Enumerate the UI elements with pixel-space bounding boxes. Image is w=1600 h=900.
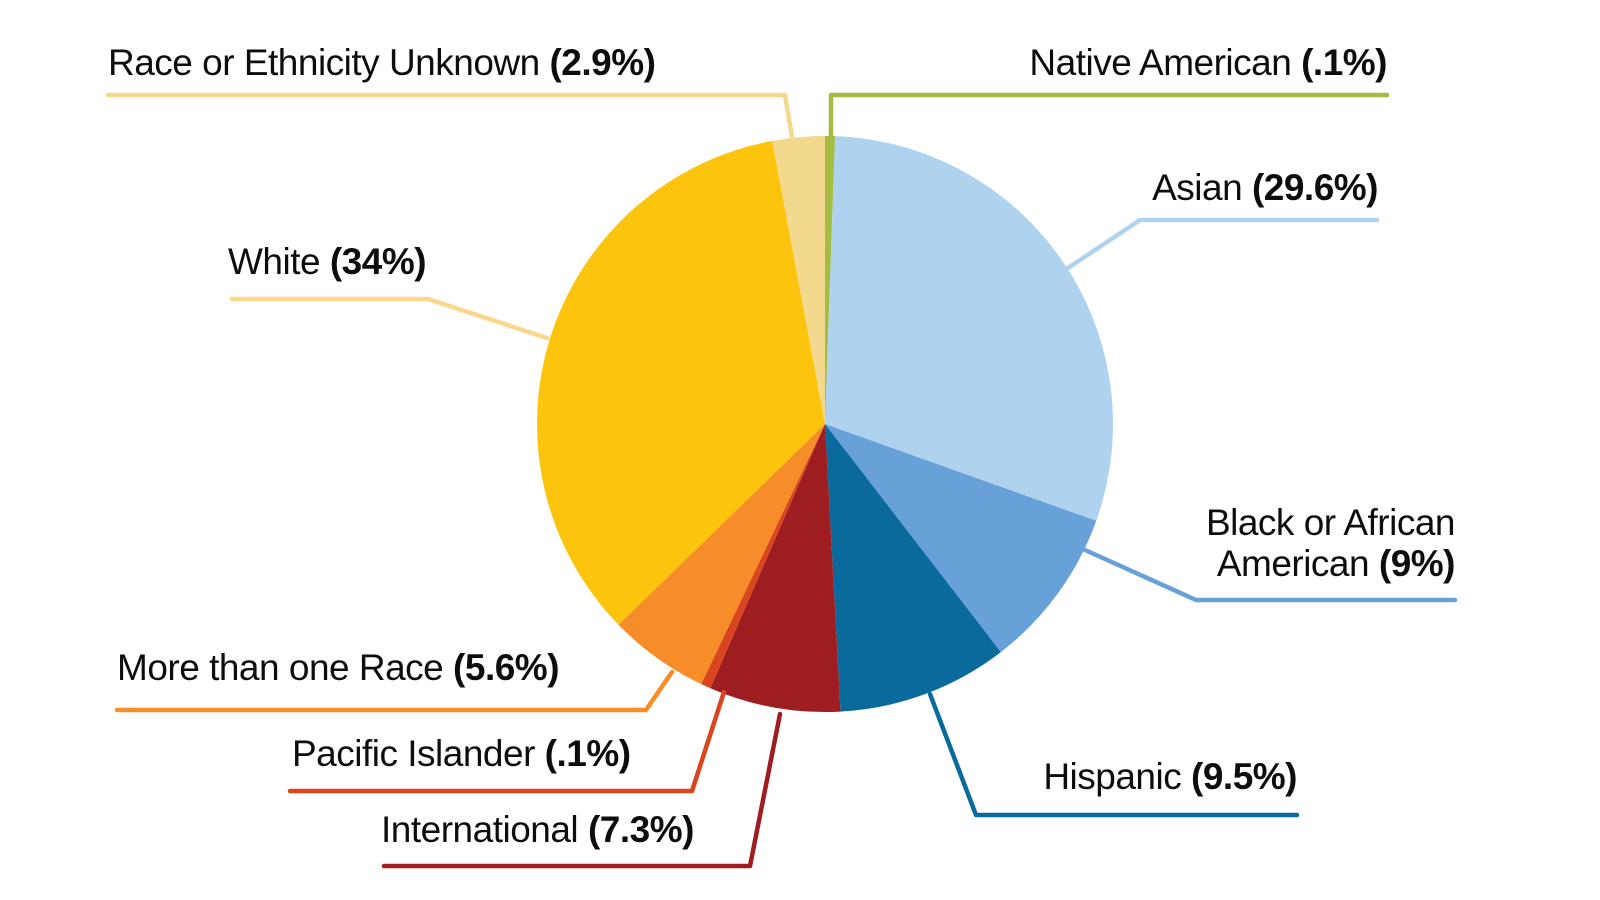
leader-line-race-or-ethnicity-unknown [105,92,795,140]
pie-slice-white [536,140,825,625]
slice-name: Pacific Islander [292,733,535,774]
leader-line-pacific-islander [287,689,727,794]
slice-percent: (29.6%) [1251,167,1379,208]
pie-slice-asian [825,136,1113,521]
leader-line-international [381,711,783,869]
slice-name: More than one Race [117,647,444,688]
slice-percent: (9.5%) [1191,756,1297,797]
pie [536,136,1113,712]
slice-percent: (7.3%) [587,809,694,850]
callout-label-native-american: Native American (.1%) [1029,42,1387,83]
slice-percent: (9%) [1378,543,1456,585]
leader-line-white [229,296,550,341]
leader-lines [105,92,1458,869]
slice-name: Hispanic [1043,756,1182,797]
callout-label-hispanic: Hispanic (9.5%) [1043,756,1297,797]
leader-line-asian [1065,217,1380,271]
slice-percent: (.1%) [1301,42,1387,83]
callout-label-white: White (34%) [228,241,427,282]
pie-slice-native-american [825,136,836,424]
leader-line-more-than-one-race [114,669,675,713]
pie-slice-black-or-african-american [825,424,1097,653]
slice-percent: (2.9%) [549,42,656,83]
callout-label-pacific-islander: Pacific Islander (.1%) [292,733,631,774]
slice-name: International [381,809,579,850]
slice-name: Race or Ethnicity Unknown [108,42,540,83]
leader-line-hispanic [927,691,1300,818]
pie-slice-pacific-islander [701,424,825,689]
leader-line-native-american [828,92,1390,140]
pie-slice-race-or-ethnicity-unknown [772,136,825,424]
slice-percent: (.1%) [544,733,631,774]
slice-percent: (5.6%) [453,647,560,688]
slice-name: Asian [1152,167,1243,208]
slice-name: Native American [1029,42,1292,83]
slice-name: White [228,241,321,282]
slice-percent: (34%) [329,241,427,282]
callout-label-black-or-african-american: Black or African American (9%) [1125,502,1456,585]
callout-label-asian: Asian (29.6%) [1152,167,1378,208]
pie-slice-hispanic [825,424,1001,712]
callout-label-race-or-ethnicity-unknown: Race or Ethnicity Unknown (2.9%) [108,42,656,83]
pie-slice-international [710,424,841,712]
pie-slice-more-than-one-race [618,424,825,685]
leader-line-black-or-african-american [1082,547,1458,603]
callout-label-more-than-one-race: More than one Race (5.6%) [117,647,560,688]
slice-name: Black or African American [1205,502,1456,585]
callout-label-international: International (7.3%) [381,809,694,850]
